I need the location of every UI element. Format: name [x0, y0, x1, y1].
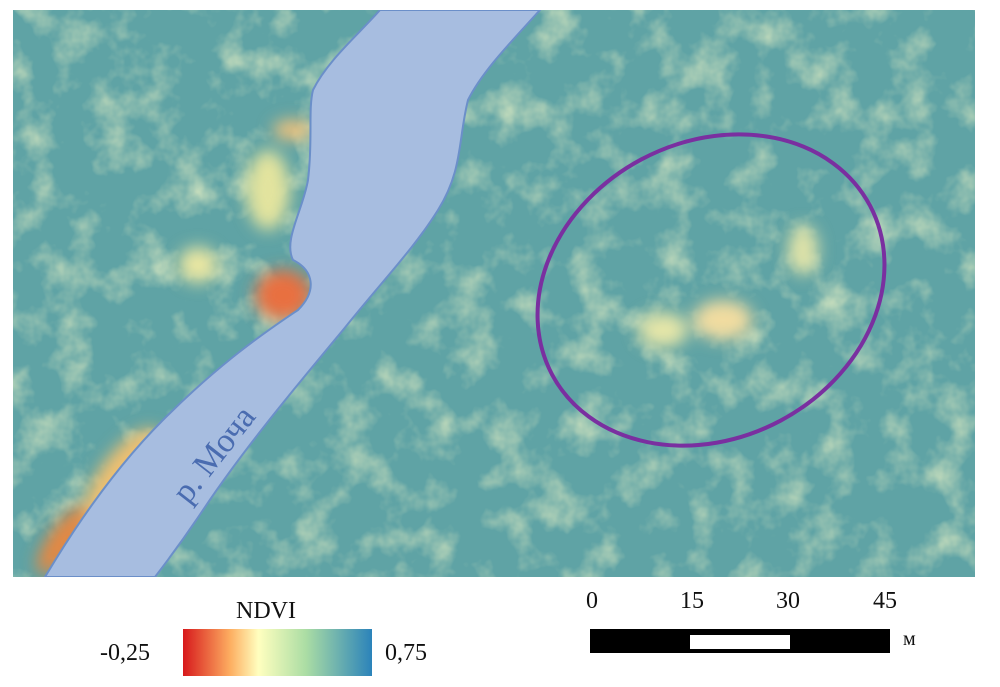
scale-tick-45: 45 — [873, 588, 897, 614]
scale-segment — [690, 630, 790, 652]
scale-tick-0: 0 — [586, 588, 598, 614]
study-area-ellipse — [535, 132, 887, 448]
legend-max-label: 0,75 — [385, 640, 427, 666]
scale-segment — [591, 630, 691, 652]
ndvi-map: р. Моча — [13, 10, 975, 577]
scale-unit: м — [903, 628, 916, 650]
ndvi-color-ramp — [183, 629, 372, 676]
scale-tick-30: 30 — [776, 588, 800, 614]
river — [43, 10, 542, 577]
legend-title: NDVI — [236, 598, 296, 624]
scale-segment — [789, 630, 889, 652]
scale-bar — [590, 629, 890, 653]
scale-tick-15: 15 — [680, 588, 704, 614]
legend-min-label: -0,25 — [100, 640, 150, 666]
